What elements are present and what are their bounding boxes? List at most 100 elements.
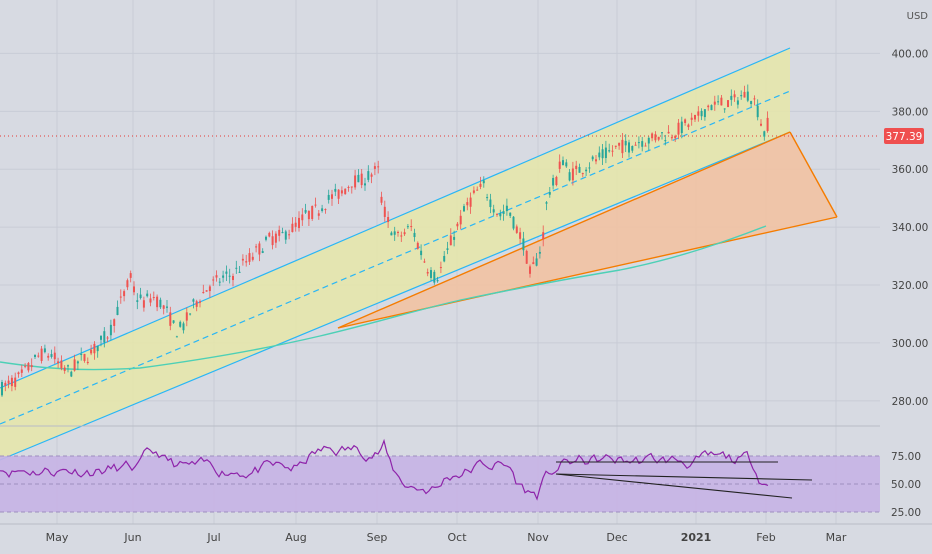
candle-body	[532, 262, 535, 265]
candle-body	[83, 353, 86, 361]
candle-body	[232, 275, 234, 281]
candle-body	[466, 202, 469, 206]
candle-body	[420, 250, 423, 256]
candle-body	[555, 176, 558, 186]
candle-body	[479, 183, 482, 187]
y-tick-label: 280.00	[892, 396, 929, 408]
candle-body	[604, 147, 607, 159]
candle-body	[453, 236, 456, 240]
candle-body	[512, 216, 515, 229]
candle-body	[1, 382, 3, 396]
candle-body	[703, 109, 706, 118]
candle-body	[624, 140, 627, 146]
candle-body	[390, 232, 393, 236]
candle-body	[598, 152, 601, 158]
candle-body	[717, 101, 720, 103]
candle-body	[162, 305, 165, 309]
candle-body	[86, 361, 89, 364]
candle-body	[651, 133, 654, 139]
candle-body	[258, 243, 261, 255]
candle-body	[7, 380, 10, 384]
candle-body	[70, 371, 73, 377]
candle-body	[387, 216, 390, 223]
candle-body	[446, 248, 449, 250]
candle-body	[568, 172, 571, 181]
candle-body	[647, 137, 650, 144]
candle-body	[347, 186, 350, 188]
y-axis-ticks: 280.00 300.00 320.00 340.00 360.00 380.00 400.…	[892, 48, 929, 407]
candle-body	[449, 235, 452, 246]
candle-body	[103, 331, 106, 343]
time-axis-label: Aug	[285, 531, 306, 544]
candle-body	[545, 202, 548, 204]
last-price-badge[interactable]	[884, 128, 924, 144]
candle-body	[562, 160, 564, 166]
candle-body	[324, 209, 327, 211]
candle-body	[205, 290, 208, 292]
candle-body	[172, 320, 175, 323]
candle-body	[522, 238, 525, 251]
candle-body	[133, 286, 135, 293]
candle-body	[100, 335, 102, 340]
candle-body	[426, 272, 429, 274]
candle-body	[106, 337, 109, 339]
candle-body	[756, 105, 759, 118]
y-tick-label: 300.00	[892, 338, 929, 350]
candle-body	[175, 336, 178, 338]
time-axis-label: Jun	[123, 531, 141, 544]
candle-body	[588, 167, 591, 169]
candle-body	[710, 105, 713, 111]
candle-body	[334, 188, 337, 192]
candle-body	[166, 306, 168, 308]
candle-body	[96, 345, 99, 352]
candle-body	[4, 382, 7, 386]
candle-body	[354, 175, 357, 188]
time-axis-label: 2021	[681, 531, 712, 544]
candle-body	[189, 313, 192, 315]
candle-body	[753, 98, 756, 100]
candle-body	[736, 100, 739, 105]
candle-body	[631, 146, 634, 151]
candle-body	[766, 117, 769, 132]
time-axis-label: Jul	[206, 531, 220, 544]
candle-body	[436, 280, 439, 282]
candle-body	[459, 215, 462, 225]
candle-body	[687, 124, 690, 128]
rsi-tick-label: 25.00	[891, 507, 921, 519]
candle-body	[90, 349, 93, 354]
candle-body	[509, 212, 512, 216]
candle-body	[304, 210, 307, 213]
candles	[1, 84, 769, 397]
candle-body	[558, 161, 561, 169]
candle-body	[634, 144, 637, 146]
candle-body	[463, 206, 465, 212]
candle-body	[126, 280, 129, 288]
candle-body	[469, 197, 472, 207]
candle-body	[50, 354, 53, 357]
candle-body	[281, 232, 284, 234]
candle-body	[93, 343, 96, 354]
candle-body	[760, 123, 762, 126]
candle-body	[482, 180, 485, 184]
candle-body	[720, 97, 723, 106]
candle-body	[179, 321, 182, 327]
candle-body	[271, 236, 274, 246]
candle-body	[195, 301, 198, 307]
candle-body	[76, 361, 79, 364]
candle-body	[337, 189, 340, 199]
time-axis-label: Feb	[756, 531, 775, 544]
candle-body	[294, 222, 297, 227]
candle-body	[694, 114, 696, 120]
candle-body	[502, 211, 505, 214]
candle-body	[40, 348, 43, 361]
candle-body	[37, 355, 40, 357]
rsi-band	[0, 456, 880, 512]
candle-body	[199, 301, 201, 303]
y-tick-label: 360.00	[892, 164, 929, 176]
candle-body	[360, 173, 363, 186]
candle-body	[73, 359, 76, 371]
candle-body	[595, 159, 597, 162]
candle-body	[350, 186, 353, 188]
candle-body	[159, 299, 162, 308]
candle-body	[208, 286, 211, 292]
